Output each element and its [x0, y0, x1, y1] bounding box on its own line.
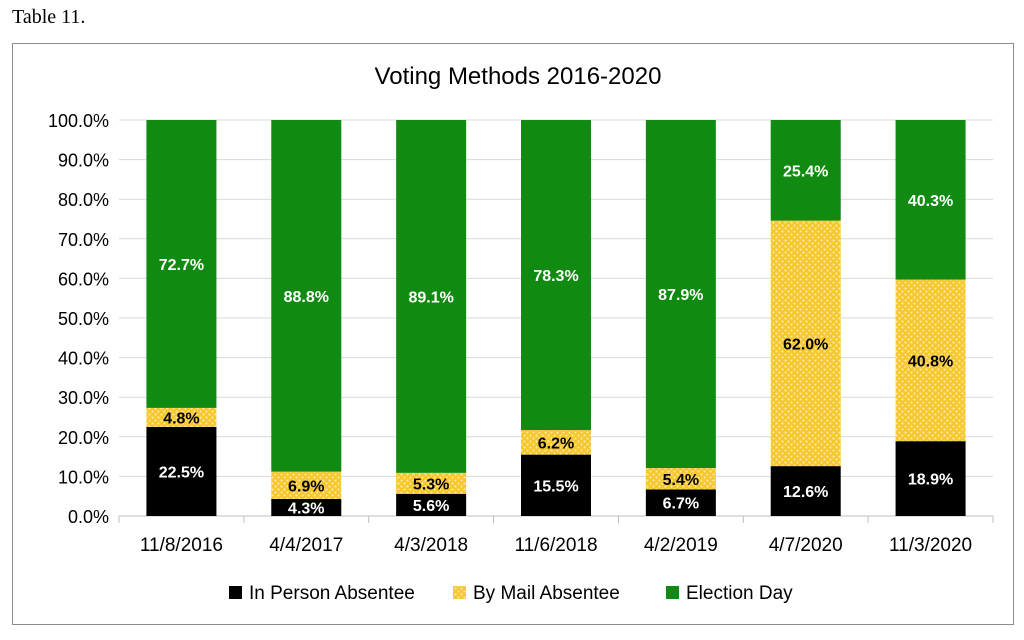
data-label-in-person: 15.5%	[533, 478, 578, 495]
bar-segment-in-person	[895, 441, 966, 516]
y-tick-label: 70.0%	[58, 230, 109, 250]
bar-stack-4-3-2018: 5.6% 5.3% 89.1%	[396, 120, 467, 516]
y-tick-label: 80.0%	[58, 190, 109, 210]
bar-segment-in-person	[770, 466, 841, 516]
x-tick-label: 4/2/2019	[644, 535, 718, 556]
chart-frame: Voting Methods 2016-2020 0.0% 10.0% 20.0% 3…	[12, 43, 1014, 625]
bar-stack-4-7-2020: 12.6% 62.0% 25.4%	[770, 120, 841, 516]
data-label-election-day: 89.1%	[408, 289, 453, 306]
bar-segment-in-person	[645, 489, 716, 516]
data-label-election-day: 25.4%	[783, 163, 828, 180]
data-label-by-mail: 5.4%	[663, 472, 699, 489]
bar-stack-4-4-2017: 4.3% 6.9% 88.8%	[271, 120, 342, 517]
legend-item-by-mail: By Mail Absentee	[453, 583, 620, 604]
legend-swatch	[453, 586, 466, 599]
bar-segment-election-day	[146, 120, 217, 408]
bar-segment-election-day	[521, 120, 591, 431]
bar-segment-in-person	[146, 426, 217, 516]
bar-stack-11-3-2020: 18.9% 40.8% 40.3%	[895, 120, 966, 516]
y-tick-label: 40.0%	[58, 349, 109, 369]
data-label-by-mail: 4.8%	[163, 410, 199, 427]
bar-segment-by-mail	[895, 279, 966, 442]
data-label-in-person: 18.9%	[908, 472, 953, 489]
data-label-by-mail: 62.0%	[783, 336, 828, 353]
chart-title: Voting Methods 2016-2020	[375, 63, 662, 90]
x-tick-label: 11/3/2020	[889, 535, 972, 556]
y-tick-label: 90.0%	[58, 151, 109, 171]
bar-stack-11-6-2018: 15.5% 6.2% 78.3%	[521, 120, 591, 516]
bar-segment-in-person	[271, 498, 342, 516]
bar-segment-by-mail	[271, 471, 342, 499]
y-tick-label: 0.0%	[68, 507, 109, 527]
legend-item-election-day: Election Day	[666, 583, 793, 604]
bar-segment-in-person	[521, 454, 591, 516]
bar-segment-election-day	[271, 120, 342, 472]
bar-segment-by-mail	[521, 430, 591, 455]
data-label-election-day: 78.3%	[533, 268, 578, 285]
data-label-election-day: 88.8%	[284, 289, 329, 306]
data-label-by-mail: 40.8%	[908, 353, 953, 370]
y-tick-label: 100.0%	[48, 111, 109, 131]
bars: 22.5% 4.8% 72.7% 4.3% 6.9% 88.8% 5.6% 5.3% 89.1%…	[146, 120, 966, 517]
bar-segment-in-person	[396, 493, 467, 516]
legend-label: By Mail Absentee	[473, 583, 620, 604]
bar-segment-election-day	[770, 120, 841, 221]
x-tick-label: 4/7/2020	[769, 535, 843, 556]
bar-segment-by-mail	[146, 407, 217, 427]
stacked-bar-chart: Voting Methods 2016-2020 0.0% 10.0% 20.0% 3…	[48, 63, 994, 604]
bar-segment-election-day	[895, 120, 966, 280]
y-tick-label: 30.0%	[58, 388, 109, 408]
data-label-election-day: 72.7%	[159, 257, 204, 274]
y-tick-label: 50.0%	[58, 309, 109, 329]
bar-stack-4-2-2019: 6.7% 5.4% 87.9%	[645, 120, 716, 516]
data-label-by-mail: 6.2%	[538, 435, 574, 452]
x-tick-label: 4/3/2018	[394, 535, 468, 556]
data-label-in-person: 4.3%	[288, 500, 324, 517]
bar-segment-by-mail	[645, 468, 716, 490]
bar-segment-election-day	[645, 120, 716, 469]
y-tick-label: 20.0%	[58, 428, 109, 448]
legend-swatch	[666, 586, 679, 599]
document-caption: Table 11.	[12, 6, 86, 28]
data-label-election-day: 87.9%	[658, 287, 703, 304]
data-label-in-person: 12.6%	[783, 484, 828, 501]
legend-label: Election Day	[686, 583, 793, 604]
legend-item-in-person: In Person Absentee	[229, 583, 415, 604]
data-label-by-mail: 6.9%	[288, 478, 324, 495]
y-tick-label: 60.0%	[58, 269, 109, 289]
legend-label: In Person Absentee	[249, 583, 415, 604]
data-label-by-mail: 5.3%	[413, 476, 449, 493]
x-tick-label: 4/4/2017	[269, 535, 343, 556]
x-axis: 11/8/2016 4/4/2017 4/3/2018 11/6/2018 4/2/20…	[118, 516, 994, 556]
data-label-in-person: 5.6%	[413, 498, 449, 515]
data-label-in-person: 22.5%	[159, 464, 204, 481]
bar-segment-by-mail	[396, 472, 467, 494]
data-label-in-person: 6.7%	[663, 496, 699, 513]
bar-stack-11-8-2016: 22.5% 4.8% 72.7%	[146, 120, 217, 516]
bar-segment-by-mail	[770, 220, 841, 467]
x-tick-label: 11/6/2018	[514, 535, 597, 556]
y-axis: 0.0% 10.0% 20.0% 30.0% 40.0% 50.0% 60.0% 70.0% 8…	[48, 111, 109, 527]
bar-segment-election-day	[396, 120, 467, 473]
y-tick-label: 10.0%	[58, 467, 109, 487]
data-label-election-day: 40.3%	[908, 193, 953, 210]
legend: In Person Absentee By Mail Absentee Electi…	[229, 583, 793, 604]
x-tick-label: 11/8/2016	[140, 535, 223, 556]
legend-swatch	[229, 586, 242, 599]
